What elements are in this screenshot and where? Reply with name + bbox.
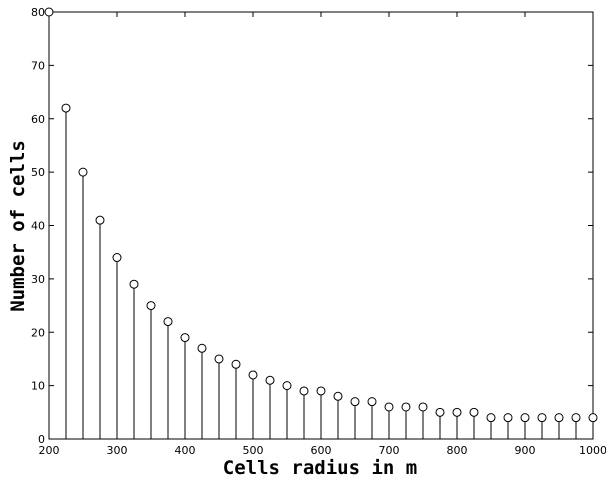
stem-marker — [418, 402, 428, 412]
y-tick-label: 10 — [31, 380, 45, 393]
y-tick-label: 50 — [31, 166, 45, 179]
stem-marker — [112, 253, 122, 263]
y-tick-label: 0 — [38, 433, 45, 446]
stem-marker — [248, 370, 258, 380]
y-axis-ticks: 0 10 20 30 40 50 60 70 80 — [31, 6, 593, 446]
stem-marker — [180, 333, 190, 343]
y-axis-title: Number of cells — [7, 140, 29, 312]
stem-marker — [197, 343, 207, 353]
x-tick-label: 500 — [243, 444, 264, 457]
stem-marker — [520, 413, 530, 423]
stem-marker — [486, 413, 496, 423]
y-tick-label: 20 — [31, 326, 45, 339]
stem-marker — [350, 397, 360, 407]
x-tick-label: 1000 — [579, 444, 606, 457]
stem-marker — [282, 381, 292, 391]
y-tick-label: 30 — [31, 273, 45, 286]
stem-marker — [384, 402, 394, 412]
x-tick-label: 200 — [39, 444, 60, 457]
stem-marker — [503, 413, 513, 423]
stem-marker — [61, 103, 71, 113]
stem-marker — [316, 386, 326, 396]
x-tick-label: 900 — [515, 444, 536, 457]
stem-marker — [469, 407, 479, 417]
stem-marker — [299, 386, 309, 396]
stem-marker — [146, 301, 156, 311]
stem-marker — [537, 413, 547, 423]
y-tick-label: 70 — [31, 59, 45, 72]
stem-marker — [214, 354, 224, 364]
stem-marker — [333, 391, 343, 401]
stem-marker — [571, 413, 581, 423]
x-tick-label: 600 — [311, 444, 332, 457]
stem-marker — [129, 279, 139, 289]
y-tick-label: 80 — [31, 6, 45, 19]
y-tick-label: 60 — [31, 113, 45, 126]
stem-marker — [367, 397, 377, 407]
plot-area — [48, 11, 594, 440]
stem-marker — [95, 215, 105, 225]
data-stems — [44, 7, 598, 439]
stem-marker — [163, 317, 173, 327]
stem-marker — [401, 402, 411, 412]
x-axis-title: Cells radius in m — [223, 457, 417, 479]
x-tick-label: 400 — [175, 444, 196, 457]
x-tick-label: 300 — [107, 444, 128, 457]
stem-marker — [44, 7, 54, 17]
stem-marker — [435, 407, 445, 417]
plot-frame — [48, 11, 594, 440]
stem-marker — [231, 359, 241, 369]
stem-marker — [265, 375, 275, 385]
stem-marker — [554, 413, 564, 423]
x-tick-label: 800 — [447, 444, 468, 457]
stem-marker — [588, 413, 598, 423]
stem-marker — [452, 407, 462, 417]
stem-marker — [78, 167, 88, 177]
x-tick-label: 700 — [379, 444, 400, 457]
y-tick-label: 40 — [31, 220, 45, 233]
